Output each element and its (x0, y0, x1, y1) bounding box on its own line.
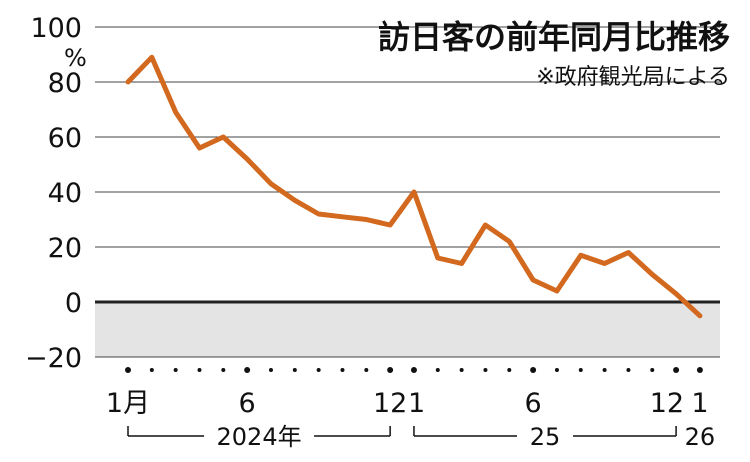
year-label: 25 (530, 423, 561, 451)
year-brackets: 2024年 25 26 (127, 423, 716, 451)
year-label: 2024年 (217, 423, 302, 451)
month-marker (221, 368, 226, 372)
x-tick-label: 12 (373, 388, 407, 419)
y-tick-label: 40 (48, 178, 82, 209)
y-tick-label: −20 (25, 343, 82, 374)
y-unit-label: % (64, 44, 87, 72)
y-tick-label: 60 (48, 123, 82, 154)
year-label: 26 (685, 423, 716, 451)
month-marker (602, 368, 607, 372)
month-marker (673, 367, 680, 373)
month-marker (435, 368, 440, 372)
y-tick-label: 20 (48, 233, 82, 264)
month-marker (578, 368, 583, 372)
x-tick-label: 1 (691, 388, 708, 419)
y-tick-label: 100 (30, 13, 82, 44)
negative-region-fill (95, 302, 720, 357)
x-tick-label: 1月 (106, 388, 150, 419)
month-marker (244, 367, 251, 373)
month-marker (149, 368, 154, 372)
month-marker (125, 367, 131, 373)
month-marker (530, 367, 537, 373)
month-marker (197, 368, 202, 372)
month-marker (316, 368, 321, 372)
month-marker (173, 368, 178, 372)
y-tick-label: 0 (65, 288, 82, 319)
month-marker (626, 368, 631, 372)
month-marker (410, 367, 417, 373)
month-marker (268, 368, 273, 372)
month-marker (292, 368, 297, 372)
month-marker (696, 367, 703, 373)
x-tick-label: 1 (408, 388, 425, 419)
y-tick-label: 80 (48, 68, 82, 99)
x-tick-label: 12 (650, 388, 684, 419)
y-axis-labels: 100 80 60 40 20 0 −20 (25, 13, 82, 374)
month-marker (387, 367, 394, 373)
month-marker (507, 368, 512, 372)
month-marker (364, 368, 369, 372)
grid-lines (95, 26, 720, 358)
x-tick-label: 6 (239, 388, 256, 419)
month-marker (650, 368, 655, 372)
x-axis-month-markers (125, 367, 703, 373)
series-line (125, 54, 703, 319)
month-marker (459, 368, 464, 372)
x-axis-labels: 1月 6 12 1 6 12 1 (106, 388, 709, 419)
month-marker (340, 368, 345, 372)
month-marker (554, 368, 559, 372)
x-tick-label: 6 (525, 388, 542, 419)
month-marker (483, 368, 488, 372)
